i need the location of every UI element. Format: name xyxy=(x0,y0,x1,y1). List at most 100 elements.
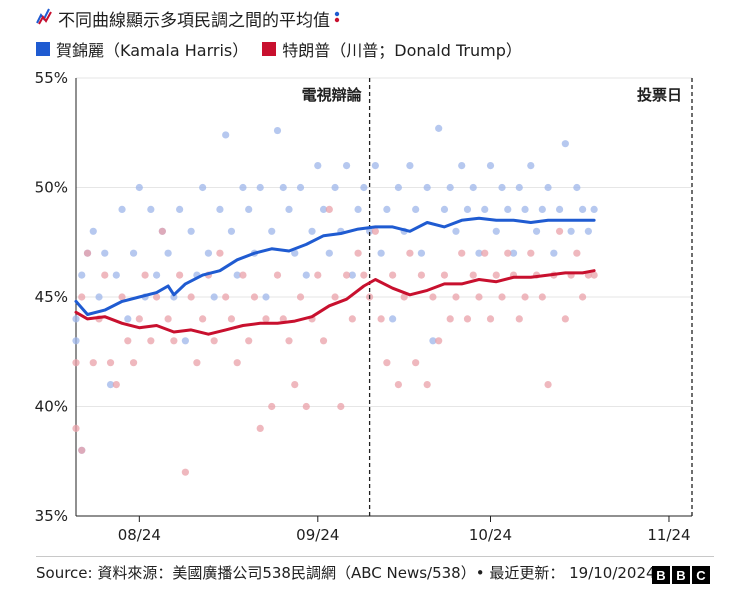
poll-point-harris xyxy=(504,205,512,213)
legend-label-harris: 賀錦麗（Kamala Harris） xyxy=(56,41,249,60)
poll-point-harris xyxy=(291,249,299,257)
legend-swatch-harris xyxy=(36,42,50,56)
poll-point-harris xyxy=(176,205,184,213)
poll-point-trump xyxy=(383,359,391,367)
poll-point-trump xyxy=(371,227,379,235)
poll-point-harris xyxy=(124,315,132,323)
poll-point-harris xyxy=(521,205,529,213)
poll-point-trump xyxy=(199,315,207,323)
x-tick-label: 11/24 xyxy=(647,526,690,544)
poll-point-trump xyxy=(285,337,293,345)
poll-point-harris xyxy=(561,140,569,148)
poll-point-trump xyxy=(555,227,564,235)
poll-point-harris xyxy=(296,183,305,192)
poll-point-harris xyxy=(394,183,402,192)
poll-point-harris xyxy=(567,227,575,235)
poll-point-trump xyxy=(78,446,86,454)
poll-point-trump xyxy=(78,293,86,301)
poll-point-trump xyxy=(521,293,529,301)
poll-point-trump xyxy=(118,293,126,301)
poll-point-harris xyxy=(515,183,523,192)
poll-point-trump xyxy=(176,271,184,279)
annotation-label: 電視辯論 xyxy=(302,86,363,104)
bbc-logo-letter: B xyxy=(672,566,690,584)
poll-point-harris xyxy=(222,131,230,139)
poll-point-trump xyxy=(124,337,132,345)
poll-point-trump xyxy=(181,468,189,476)
poll-point-trump xyxy=(245,337,253,345)
poll-point-trump xyxy=(515,315,523,323)
poll-point-harris xyxy=(72,315,80,323)
bbc-logo: B B C xyxy=(652,566,712,584)
poll-point-harris xyxy=(273,126,282,135)
chart-legend: 賀錦麗（Kamala Harris） 特朗普（川普；Donald Trump） xyxy=(36,38,536,60)
poll-point-trump xyxy=(458,249,466,257)
poll-point-trump xyxy=(233,359,241,367)
poll-point-trump xyxy=(152,293,161,301)
poll-point-trump xyxy=(354,249,362,257)
source-text: Source: 資料來源：美國廣播公司538民調網（ABC News/538）•… xyxy=(36,564,656,582)
poll-point-harris xyxy=(210,293,218,301)
poll-point-trump xyxy=(325,205,333,213)
poll-point-trump xyxy=(302,402,310,411)
y-tick-label: 50% xyxy=(35,179,68,197)
poll-point-harris xyxy=(239,183,247,192)
poll-point-harris xyxy=(187,227,195,235)
poll-point-harris xyxy=(78,271,86,279)
poll-point-trump xyxy=(268,402,276,411)
poll-point-harris xyxy=(245,205,253,213)
poll-point-harris xyxy=(106,381,115,389)
poll-point-trump xyxy=(89,359,97,367)
poll-point-trump xyxy=(538,293,546,301)
two-dot-icon xyxy=(334,9,340,28)
poll-point-trump xyxy=(314,271,322,279)
poll-point-harris xyxy=(573,183,581,192)
poll-point-trump xyxy=(72,424,80,432)
poll-point-trump xyxy=(590,271,598,279)
poll-point-harris xyxy=(389,315,397,323)
poll-point-trump xyxy=(291,381,299,389)
poll-point-harris xyxy=(314,162,322,170)
poll-point-trump xyxy=(360,271,368,279)
poll-point-trump xyxy=(342,271,351,279)
bbc-logo-letter: C xyxy=(692,566,710,584)
poll-point-trump xyxy=(135,315,143,323)
poll-point-harris xyxy=(325,249,333,257)
poll-point-trump xyxy=(262,315,270,323)
poll-point-trump xyxy=(412,359,420,367)
poll-point-harris xyxy=(532,227,541,235)
poll-point-harris xyxy=(498,183,506,192)
y-tick-label: 45% xyxy=(35,288,68,306)
poll-point-trump xyxy=(481,249,489,257)
bbc-logo-letter: B xyxy=(652,566,670,584)
poll-point-harris xyxy=(152,271,161,279)
poll-point-harris xyxy=(590,205,598,213)
poll-point-harris xyxy=(302,271,310,279)
poll-point-trump xyxy=(112,381,120,389)
poll-point-harris xyxy=(308,227,316,235)
poll-point-trump xyxy=(250,293,259,301)
y-tick-label: 55% xyxy=(35,69,68,87)
y-tick-label: 35% xyxy=(35,507,68,525)
poll-point-trump xyxy=(147,337,155,345)
poll-point-trump xyxy=(527,249,535,257)
poll-point-harris xyxy=(440,205,449,213)
poll-point-harris xyxy=(342,162,351,170)
poll-point-trump xyxy=(210,337,218,345)
poll-point-trump xyxy=(193,359,201,367)
poll-point-harris xyxy=(423,183,431,192)
poll-point-trump xyxy=(227,315,236,323)
poll-point-harris xyxy=(285,205,293,213)
source-footer: Source: 資料來源：美國廣播公司538民調網（ABC News/538）•… xyxy=(36,562,716,584)
average-line-harris xyxy=(74,216,596,316)
poll-point-trump xyxy=(348,315,356,323)
poll-point-trump xyxy=(400,293,408,301)
poll-point-harris xyxy=(435,124,443,132)
poll-point-trump xyxy=(394,381,402,389)
poll-point-trump xyxy=(406,249,414,257)
poll-point-harris xyxy=(256,183,264,192)
poll-point-trump xyxy=(446,315,454,323)
poll-point-trump xyxy=(164,315,172,323)
poll-point-trump xyxy=(475,293,483,301)
poll-point-harris xyxy=(216,205,224,213)
